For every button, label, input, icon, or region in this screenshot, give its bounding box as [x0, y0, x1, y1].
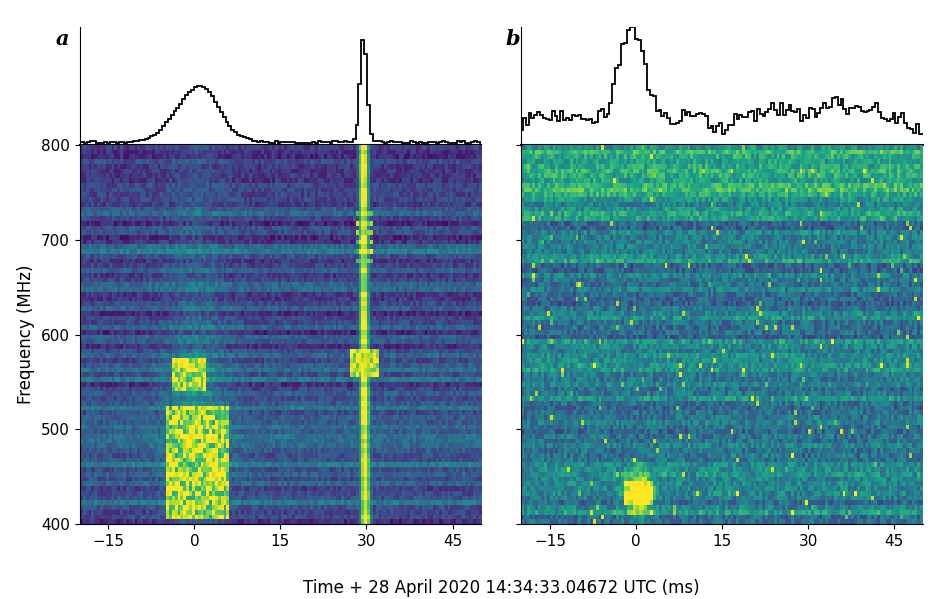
Text: b: b — [505, 29, 519, 49]
Y-axis label: Frequency (MHz): Frequency (MHz) — [18, 265, 36, 404]
Text: a: a — [55, 29, 69, 49]
Text: Time + 28 April 2020 14:34:33.04672 UTC (ms): Time + 28 April 2020 14:34:33.04672 UTC … — [302, 579, 699, 597]
